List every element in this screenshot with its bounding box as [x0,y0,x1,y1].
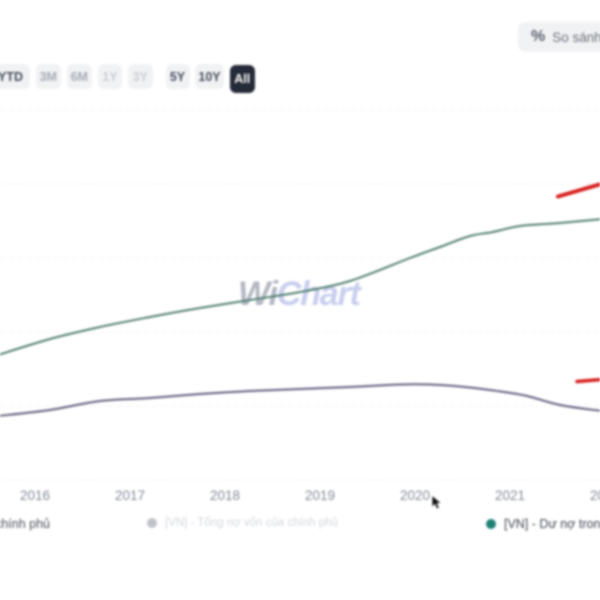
svg-text:WiChart: WiChart [238,275,363,313]
